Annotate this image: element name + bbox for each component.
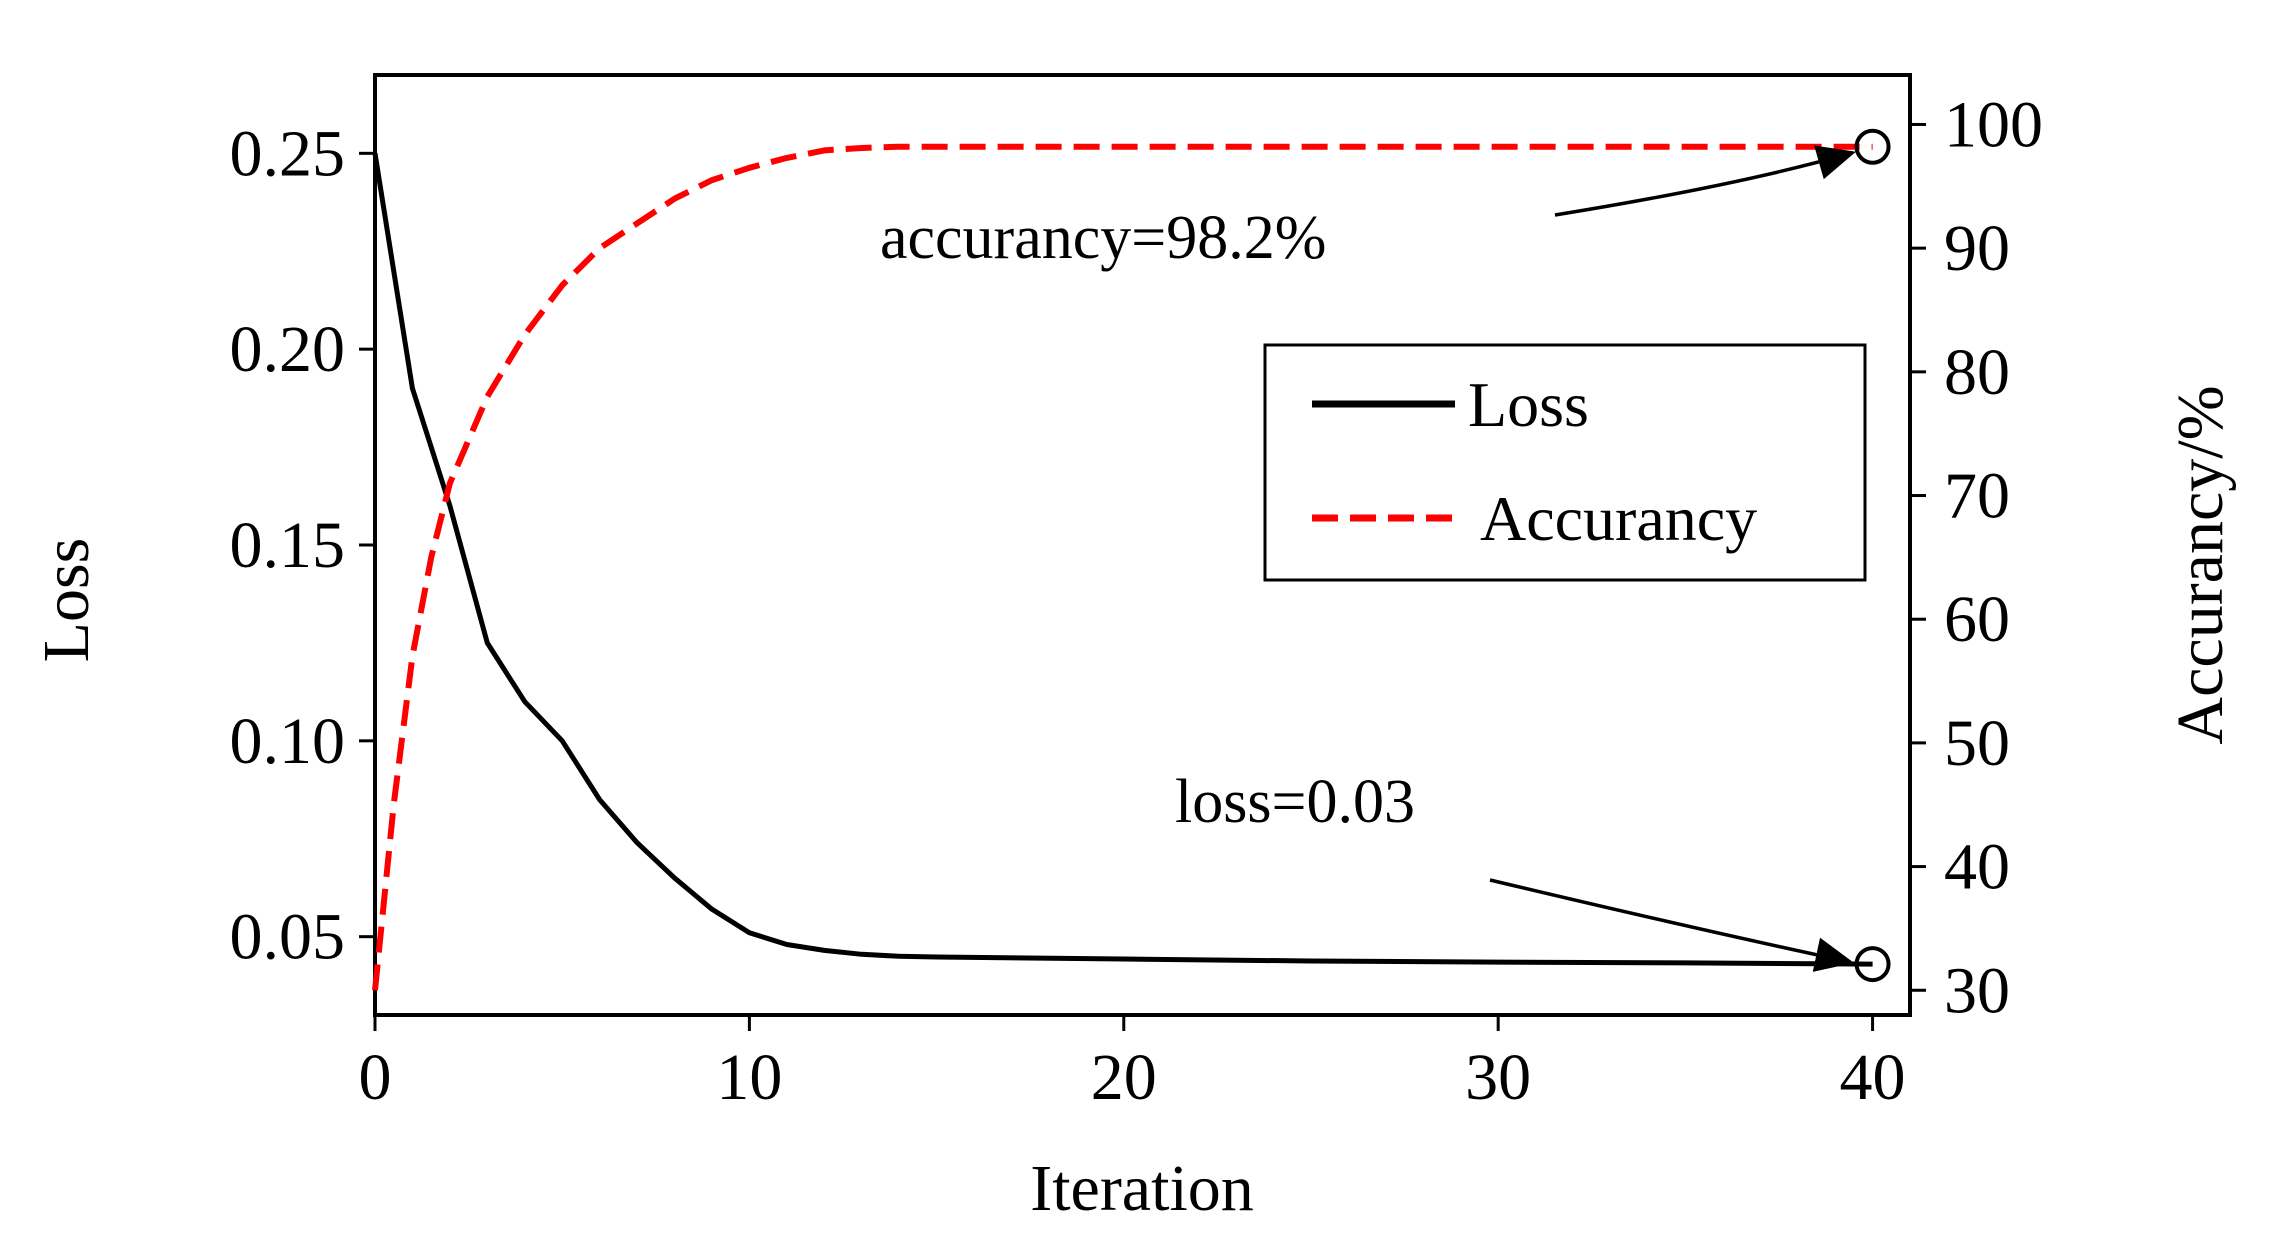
annotation-circle-loss xyxy=(1854,946,1891,983)
series-layer xyxy=(372,143,1873,991)
annotation-circle-accuracy xyxy=(1854,128,1891,165)
y-right-tick-label: 60 xyxy=(1944,583,2010,656)
y-right-tick-label: 100 xyxy=(1944,88,2043,161)
y-right-tick-label: 90 xyxy=(1944,212,2010,285)
y-left-tick-label: 0.15 xyxy=(230,509,346,582)
legend-loss-label: Loss xyxy=(1468,369,1589,440)
y-left-tick-label: 0.05 xyxy=(230,901,346,974)
y-axis-left-title: Loss xyxy=(30,538,103,663)
x-tick-label: 10 xyxy=(716,1041,782,1114)
y-right-tick-label: 40 xyxy=(1944,831,2010,904)
y-axis-left-ticks: 0.05 0.10 0.15 0.20 0.25 xyxy=(230,117,375,974)
series-line-accurancy xyxy=(372,143,1873,991)
x-tick-label: 40 xyxy=(1840,1041,1906,1114)
y-right-tick-label: 50 xyxy=(1944,707,2010,780)
annotation-arrow-accuracy xyxy=(1554,145,1856,217)
y-left-tick-label: 0.25 xyxy=(230,117,346,190)
y-left-tick-label: 0.10 xyxy=(230,705,346,778)
y-left-tick-label: 0.20 xyxy=(230,313,346,386)
annotation-accuracy-label: accurancy=98.2% xyxy=(880,204,1326,272)
x-tick-label: 0 xyxy=(359,1041,392,1114)
annotation-arrow-loss xyxy=(1489,878,1854,972)
y-right-tick-label: 80 xyxy=(1944,336,2010,409)
x-axis-ticks: 0 10 20 30 40 xyxy=(359,1015,1906,1114)
y-axis-right-ticks: 30 40 50 60 70 80 90 100 xyxy=(1910,88,2043,1027)
x-tick-label: 20 xyxy=(1091,1041,1157,1114)
legend-frame xyxy=(1263,343,1867,582)
series-line-loss xyxy=(372,152,1873,967)
annotation-loss-label: loss=0.03 xyxy=(1175,768,1415,836)
y-right-tick-label: 70 xyxy=(1944,460,2010,533)
annotation-layer: accurancy=98.2% loss=0.03 xyxy=(880,128,1891,983)
legend: Loss Accurancy xyxy=(1263,343,1867,582)
y-axis-right-title: Accurancy/% xyxy=(2164,385,2237,744)
legend-accuracy-label: Accurancy xyxy=(1480,483,1757,554)
x-axis-title: Iteration xyxy=(1030,1152,1254,1225)
x-tick-label: 30 xyxy=(1465,1041,1531,1114)
y-right-tick-label: 30 xyxy=(1944,954,2010,1027)
